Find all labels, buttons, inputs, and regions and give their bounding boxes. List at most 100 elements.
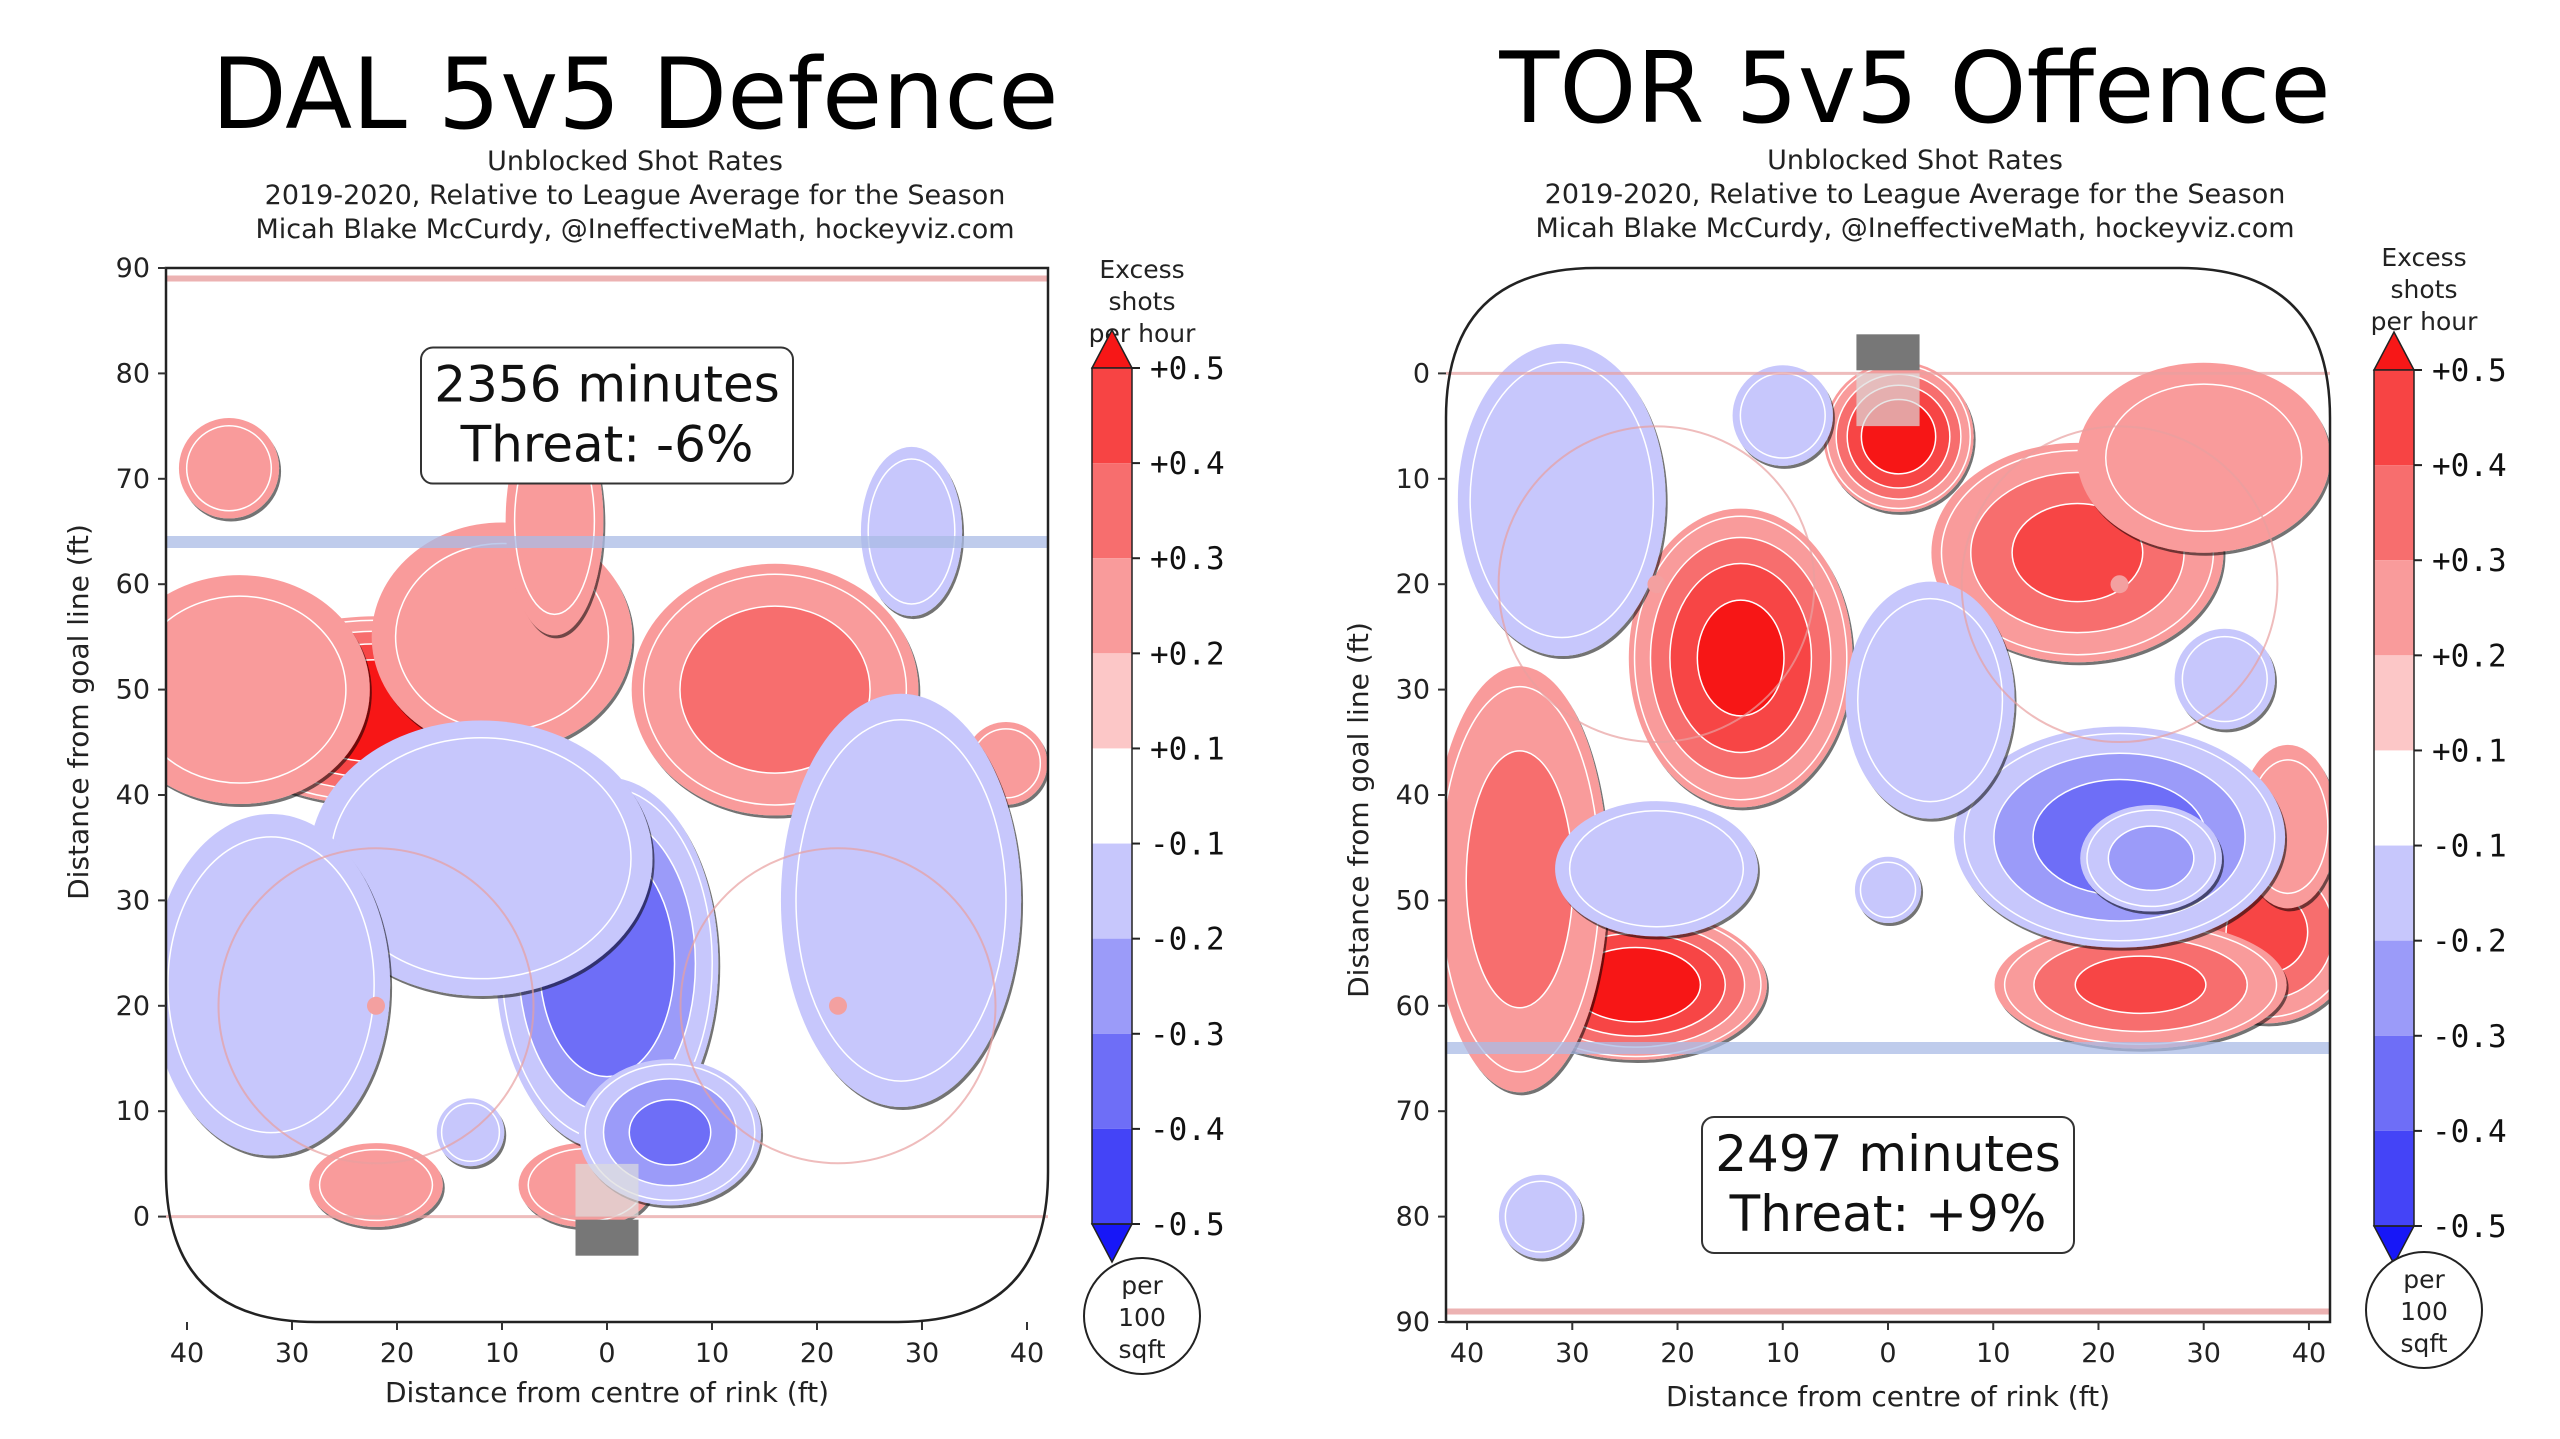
faceoff-circle-0 xyxy=(217,847,535,1165)
y-axis-label: Distance from goal line (ft) xyxy=(1342,622,1375,998)
colorbar-tick-label: +0.1 xyxy=(1150,731,1225,767)
hotspot-negative-10 xyxy=(2080,804,2222,912)
contour-level xyxy=(679,605,871,774)
x-tick-label: 40 xyxy=(170,1338,204,1369)
colorbar-frame xyxy=(1091,367,1133,1225)
contour-level xyxy=(795,718,1007,1082)
contour-level xyxy=(318,1148,434,1222)
colorbar-tick-label: +0.1 xyxy=(2432,733,2507,769)
hotspot-negative-12 xyxy=(1555,801,1758,937)
rink-boards xyxy=(164,266,1050,1324)
y-tick-label: 80 xyxy=(116,358,150,389)
y-tick-label: 40 xyxy=(116,780,150,811)
x-tick-label: 10 xyxy=(1976,1338,2010,1369)
chart-subtitle-line-2: 2019-2020, Relative to League Average fo… xyxy=(265,180,1006,211)
colorbar-tick-label: -0.4 xyxy=(1150,1112,1225,1148)
contour-level xyxy=(2105,383,2303,533)
minutes-label: 2497 minutes xyxy=(1715,1125,2061,1183)
unit-badge xyxy=(1083,1257,1201,1375)
colorbar-band xyxy=(1092,843,1132,939)
hotspot-negative-15 xyxy=(1498,1174,1583,1259)
colorbar-tick-label: +0.3 xyxy=(2432,543,2507,579)
hotspot-negative-12 xyxy=(166,813,391,1156)
x-tick-label: 10 xyxy=(485,1338,519,1369)
faceoff-dot-0 xyxy=(367,996,385,1015)
contour-level xyxy=(2074,955,2207,1015)
hotspot-positive-3 xyxy=(1628,508,1853,808)
heat-layer xyxy=(166,406,1048,1228)
hotspot-negative-16 xyxy=(2174,628,2275,730)
hotspot-negative-14 xyxy=(1732,365,1833,466)
unit-label-line: sqft xyxy=(1118,1335,1165,1364)
x-tick-label: 20 xyxy=(2081,1338,2115,1369)
colorbar-title-line: Excess xyxy=(1099,255,1184,284)
colorbar-tick-label: +0.2 xyxy=(1150,636,1225,672)
y-tick-label: 80 xyxy=(1396,1202,1430,1233)
colorbar-tick-label: -0.1 xyxy=(2432,829,2507,865)
colorbar-tick-label: -0.2 xyxy=(2432,924,2507,960)
x-tick-label: 40 xyxy=(2292,1338,2326,1369)
chart-title: TOR 5v5 Offence xyxy=(1498,32,2330,146)
colorbar-band xyxy=(2374,560,2414,656)
unit-label-line: per xyxy=(2403,1265,2445,1294)
panel-tor: TOR 5v5 Offence Unblocked Shot Rates 201… xyxy=(1342,32,2507,1413)
x-tick-label: 20 xyxy=(380,1338,414,1369)
faceoff-circle-1 xyxy=(679,847,997,1165)
contour-level xyxy=(628,1098,712,1166)
colorbar-band xyxy=(2374,655,2414,751)
colorbar-band xyxy=(2374,1130,2414,1226)
y-tick-label: 30 xyxy=(1396,675,1430,706)
contour-level xyxy=(185,425,273,512)
colorbar-tick-label: +0.4 xyxy=(2432,448,2507,484)
x-tick-label: 30 xyxy=(1555,1338,1589,1369)
contour-level xyxy=(1504,1180,1577,1253)
axes: 40 30 20 10 0 10 20 30 40 0 10 20 30 40 50 60 70 80 90 xyxy=(1396,358,2326,1369)
colorbar-band xyxy=(1092,938,1132,1034)
colorbar-band xyxy=(2374,370,2414,466)
colorbar-extend-top xyxy=(2372,330,2416,371)
colorbar-title-line: shots xyxy=(2391,275,2458,304)
goal-net xyxy=(1856,334,1920,371)
chart-subtitle-line-1: Unblocked Shot Rates xyxy=(487,146,783,177)
heatmap-plot-tor: 40 30 20 10 0 10 20 30 40 0 10 20 30 40 50 60 70 80 90 2497… xyxy=(1396,266,2332,1369)
hotspot-negative-13 xyxy=(1457,343,1666,656)
colorbar-title-line: Excess xyxy=(2381,243,2466,272)
y-tick-label: 70 xyxy=(116,464,150,495)
colorbar-frame xyxy=(2373,369,2415,1227)
panel-dal: DAL 5v5 Defence Unblocked Shot Rates 201… xyxy=(62,38,1225,1409)
colorbar-extend-bottom xyxy=(1090,1223,1134,1264)
threat-label: Threat: -6% xyxy=(460,416,754,474)
colorbar-tick-label: +0.2 xyxy=(2432,638,2507,674)
colorbar-title-line: per hour xyxy=(2371,307,2478,336)
y-tick-label: 90 xyxy=(116,253,150,284)
contour-level xyxy=(1859,861,1917,919)
hotspot-negative-11 xyxy=(309,720,653,996)
colorbar-tick-label: +0.5 xyxy=(2432,353,2507,389)
faceoff-dot-1 xyxy=(829,996,847,1015)
contour-level xyxy=(2107,825,2195,892)
colorbar-tick-label: -0.3 xyxy=(2432,1019,2507,1055)
axes: 40 30 20 10 0 10 20 30 40 0 10 20 30 40 50 60 70 80 90 xyxy=(116,253,1045,1369)
x-tick-label: 20 xyxy=(800,1338,834,1369)
contour-level xyxy=(166,595,347,784)
y-tick-label: 20 xyxy=(1396,569,1430,600)
rink-markings xyxy=(1446,334,2330,1315)
x-tick-label: 30 xyxy=(2187,1338,2221,1369)
y-tick-label: 10 xyxy=(116,1096,150,1127)
colorbar-tick-label: -0.4 xyxy=(2432,1114,2507,1150)
y-tick-label: 20 xyxy=(116,991,150,1022)
x-tick-label: 30 xyxy=(905,1338,939,1369)
colorbar-band xyxy=(2374,1035,2414,1131)
x-tick-label: 30 xyxy=(275,1338,309,1369)
colorbar-band xyxy=(1092,748,1132,844)
hotspot-positive-1 xyxy=(166,575,370,805)
y-tick-label: 0 xyxy=(133,1202,150,1233)
threat-label: Threat: +9% xyxy=(1729,1185,2047,1243)
faceoff-circle-1 xyxy=(1960,425,2279,744)
hotspot-positive-4 xyxy=(178,417,280,519)
unit-label-line: sqft xyxy=(2400,1329,2447,1358)
contour-level xyxy=(2181,635,2268,723)
y-tick-label: 60 xyxy=(1396,991,1430,1022)
